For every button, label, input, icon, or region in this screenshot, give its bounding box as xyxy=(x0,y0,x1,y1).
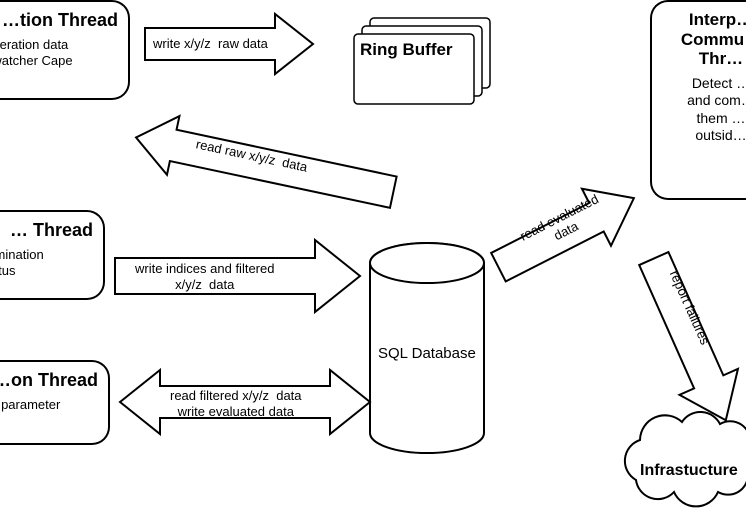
node-acq: …tion Thread …celeration data …Rwatcher … xyxy=(0,0,130,100)
infrastructure-cloud xyxy=(625,412,746,506)
node-acq-title: …tion Thread xyxy=(0,10,118,31)
label-write-raw: write x/y/z raw data xyxy=(153,36,268,51)
sql-label: SQL Database xyxy=(378,345,476,362)
ring-buffer-shape xyxy=(354,18,490,104)
infra-label: Infrastucture xyxy=(640,462,738,480)
label-write-filtered: write indices and filtered x/y/z data xyxy=(135,261,274,292)
node-filter: … Thread …ermination status xyxy=(0,210,105,300)
node-filter-title: … Thread xyxy=(0,220,93,241)
ring-buffer-title: Ring Buffer xyxy=(360,40,453,60)
node-eval: …on Thread …ne parameter xyxy=(0,360,110,445)
node-eval-body: …ne parameter xyxy=(0,397,98,413)
node-interp: Interp… Commu… Thr… Detect … and com… th… xyxy=(650,0,746,200)
label-read-write-eval: read filtered x/y/z data write evaluated… xyxy=(170,388,302,419)
arrow-report-failures xyxy=(625,246,746,434)
node-eval-title: …on Thread xyxy=(0,370,98,391)
node-acq-body: …celeration data …Rwatcher Cape xyxy=(0,37,118,70)
node-filter-body: …ermination status xyxy=(0,247,93,280)
node-interp-body: Detect … and com… them … outsid… xyxy=(662,75,746,145)
node-interp-title: Interp… Commu… Thr… xyxy=(662,10,746,69)
diagram-stage: { "type":"flowchart", "background_color"… xyxy=(0,0,746,522)
